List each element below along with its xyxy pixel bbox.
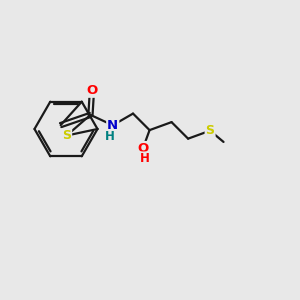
Text: S: S (62, 129, 71, 142)
Text: N: N (107, 119, 118, 132)
Text: S: S (206, 124, 214, 137)
Text: H: H (140, 152, 149, 165)
Text: O: O (137, 142, 148, 155)
Text: O: O (86, 84, 98, 97)
Text: H: H (105, 130, 115, 143)
